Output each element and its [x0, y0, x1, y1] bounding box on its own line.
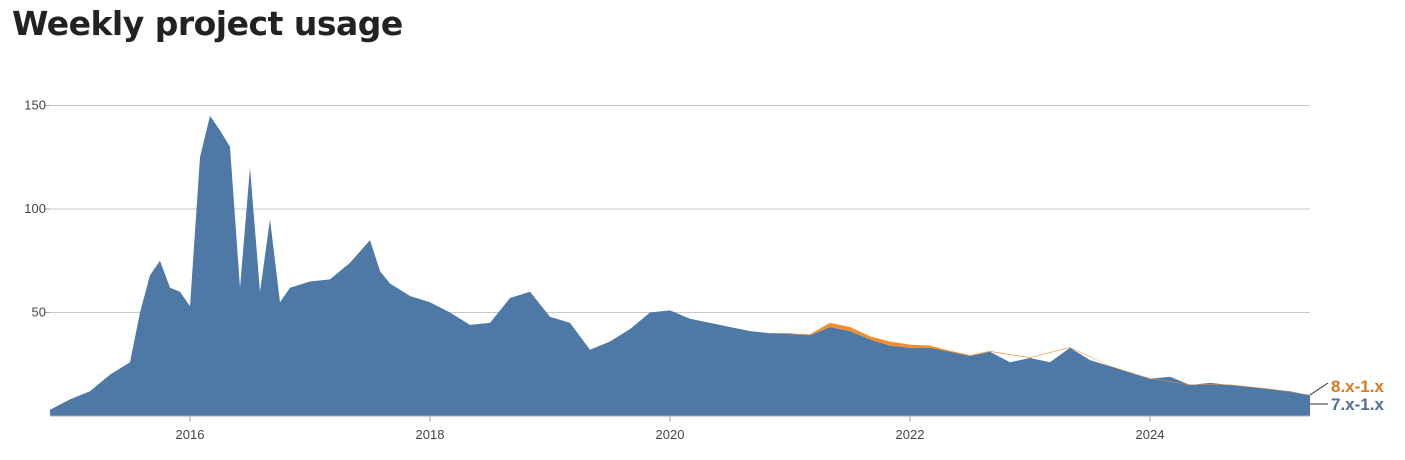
- page-title: Weekly project usage: [12, 4, 403, 43]
- series-areas: [50, 115, 1310, 417]
- series-labels: 8.x-1.x7.x-1.x: [1309, 377, 1384, 414]
- series-label-7x: 7.x-1.x: [1331, 395, 1384, 414]
- series-area-7x: [50, 115, 1310, 417]
- series-label-8x: 8.x-1.x: [1331, 377, 1384, 396]
- x-tick-label: 2024: [1136, 427, 1165, 442]
- axes: 2016 2018 2020 2022 2024: [50, 415, 1310, 442]
- x-tick-label: 2018: [416, 427, 445, 442]
- y-tick-label: 50: [32, 305, 46, 320]
- y-tick-label: 100: [24, 201, 46, 216]
- y-tick-label: 150: [24, 98, 46, 113]
- x-tick-label: 2022: [896, 427, 925, 442]
- x-tick-label: 2020: [656, 427, 685, 442]
- x-tick-label: 2016: [176, 427, 205, 442]
- leader-line-8x: [1309, 382, 1329, 396]
